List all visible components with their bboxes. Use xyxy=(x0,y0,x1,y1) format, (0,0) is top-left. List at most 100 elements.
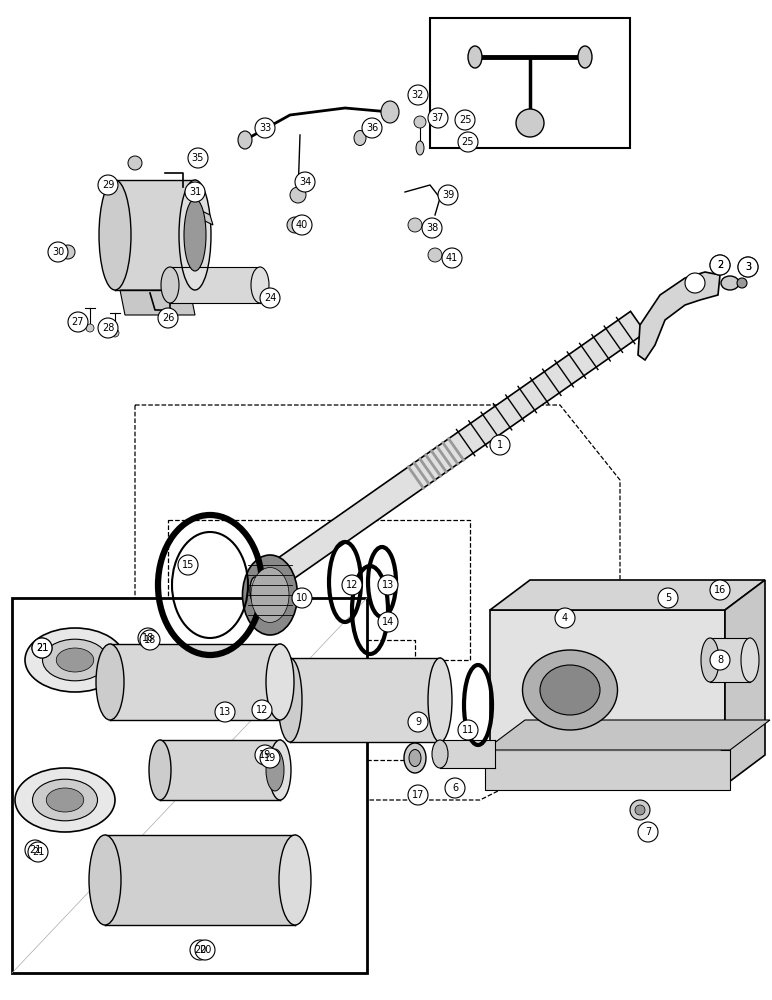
Text: 38: 38 xyxy=(426,223,438,233)
Bar xyxy=(490,610,725,785)
Circle shape xyxy=(255,745,275,765)
Text: 21: 21 xyxy=(36,643,48,653)
Circle shape xyxy=(190,940,210,960)
Ellipse shape xyxy=(278,658,302,742)
Circle shape xyxy=(215,702,235,722)
Ellipse shape xyxy=(468,46,482,68)
Ellipse shape xyxy=(251,267,269,303)
Text: 18: 18 xyxy=(144,635,156,645)
Circle shape xyxy=(98,175,118,195)
Circle shape xyxy=(428,248,442,262)
Circle shape xyxy=(111,329,119,337)
Circle shape xyxy=(28,842,48,862)
Circle shape xyxy=(178,555,198,575)
Text: 5: 5 xyxy=(665,593,671,603)
Circle shape xyxy=(292,588,312,608)
Text: 7: 7 xyxy=(645,827,651,837)
Text: 1: 1 xyxy=(497,440,503,450)
Circle shape xyxy=(658,588,678,608)
Circle shape xyxy=(710,255,730,275)
Text: 37: 37 xyxy=(432,113,444,123)
Text: 20: 20 xyxy=(199,945,212,955)
Ellipse shape xyxy=(99,180,131,290)
Circle shape xyxy=(68,312,88,332)
Circle shape xyxy=(414,116,426,128)
Circle shape xyxy=(32,638,52,658)
Ellipse shape xyxy=(161,267,179,303)
Circle shape xyxy=(422,218,442,238)
Ellipse shape xyxy=(428,658,452,742)
Circle shape xyxy=(25,840,45,860)
Bar xyxy=(105,835,295,925)
Circle shape xyxy=(445,778,465,798)
Ellipse shape xyxy=(269,740,291,800)
Text: 34: 34 xyxy=(299,177,311,187)
Ellipse shape xyxy=(354,130,366,145)
Circle shape xyxy=(438,185,458,205)
Text: 31: 31 xyxy=(189,187,201,197)
Circle shape xyxy=(490,435,510,455)
Circle shape xyxy=(292,215,312,235)
Circle shape xyxy=(61,245,75,259)
Ellipse shape xyxy=(46,788,83,812)
Ellipse shape xyxy=(242,555,297,635)
Ellipse shape xyxy=(32,779,97,821)
Circle shape xyxy=(516,109,544,137)
Circle shape xyxy=(260,288,280,308)
Ellipse shape xyxy=(251,568,289,622)
Circle shape xyxy=(710,650,730,670)
Text: 41: 41 xyxy=(446,253,458,263)
Circle shape xyxy=(710,580,730,600)
Text: 13: 13 xyxy=(219,707,231,717)
Bar xyxy=(160,740,280,800)
Text: 9: 9 xyxy=(415,717,421,727)
Circle shape xyxy=(630,800,650,820)
Text: 30: 30 xyxy=(52,247,64,257)
Circle shape xyxy=(378,575,398,595)
Circle shape xyxy=(342,575,362,595)
Text: 29: 29 xyxy=(102,180,114,190)
Text: 21: 21 xyxy=(32,847,44,857)
Text: 4: 4 xyxy=(562,613,568,623)
Ellipse shape xyxy=(741,638,759,682)
Text: 27: 27 xyxy=(72,317,84,327)
Text: 19: 19 xyxy=(264,753,276,763)
Text: 8: 8 xyxy=(717,655,723,665)
Circle shape xyxy=(362,118,382,138)
Bar xyxy=(710,638,750,682)
Circle shape xyxy=(738,257,758,277)
Text: 25: 25 xyxy=(459,115,471,125)
Bar xyxy=(115,180,195,290)
Circle shape xyxy=(48,242,68,262)
Circle shape xyxy=(188,148,208,168)
Ellipse shape xyxy=(578,46,592,68)
Text: 21: 21 xyxy=(36,643,48,653)
Polygon shape xyxy=(485,720,770,750)
Circle shape xyxy=(408,712,428,732)
Circle shape xyxy=(255,118,275,138)
Ellipse shape xyxy=(701,638,719,682)
Ellipse shape xyxy=(266,749,284,791)
Text: 36: 36 xyxy=(366,123,378,133)
Circle shape xyxy=(185,182,205,202)
Circle shape xyxy=(98,318,118,338)
Circle shape xyxy=(295,172,315,192)
Polygon shape xyxy=(120,290,195,315)
Ellipse shape xyxy=(409,750,421,766)
Text: 14: 14 xyxy=(382,617,394,627)
Circle shape xyxy=(458,132,478,152)
Ellipse shape xyxy=(266,644,294,720)
Bar xyxy=(110,644,280,720)
Text: 28: 28 xyxy=(102,323,114,333)
Circle shape xyxy=(287,217,303,233)
Text: 18: 18 xyxy=(142,633,154,643)
Ellipse shape xyxy=(721,276,739,290)
Ellipse shape xyxy=(737,278,747,288)
Polygon shape xyxy=(638,272,720,360)
Text: 16: 16 xyxy=(714,585,726,595)
Circle shape xyxy=(140,630,160,650)
Bar xyxy=(170,267,260,303)
Ellipse shape xyxy=(432,740,448,768)
Text: 3: 3 xyxy=(745,262,751,272)
Text: 15: 15 xyxy=(182,560,195,570)
